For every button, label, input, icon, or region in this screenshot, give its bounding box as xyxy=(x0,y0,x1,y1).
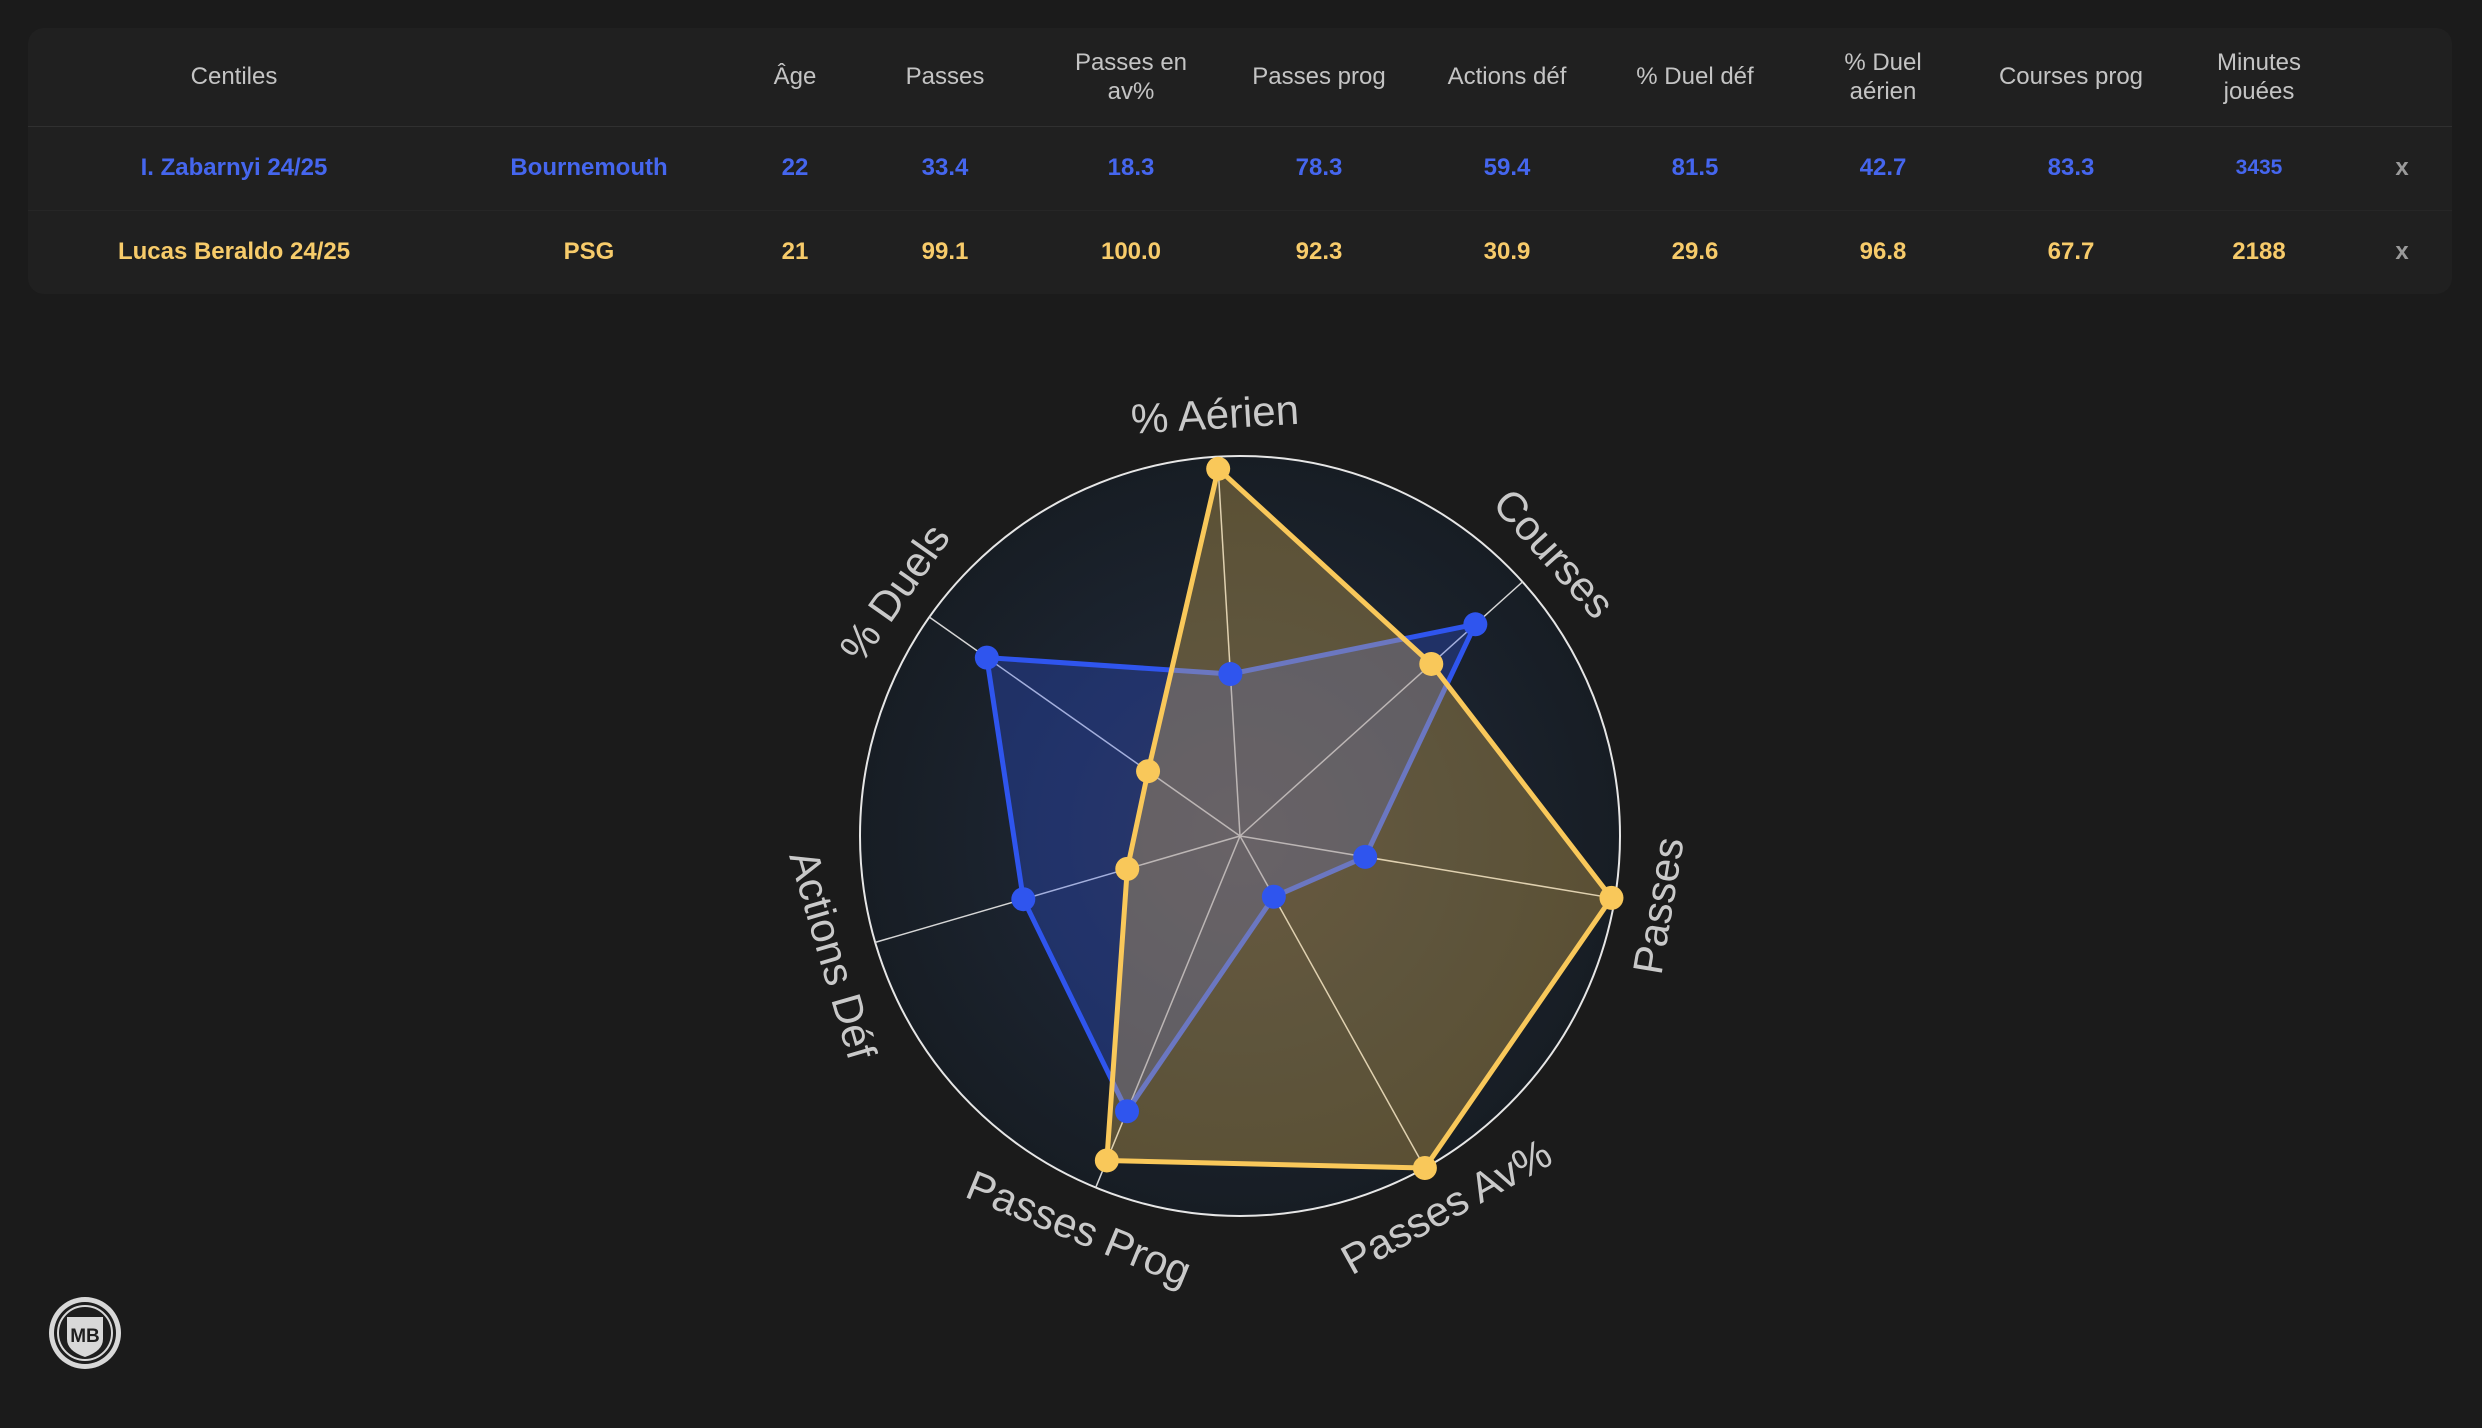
radar-point[interactable] xyxy=(1412,1155,1437,1180)
radar-series-yellow xyxy=(1104,466,1614,1171)
passes-av-value: 18.3 xyxy=(1038,126,1224,211)
header-passes: Passes xyxy=(852,28,1038,127)
passes-value: 33.4 xyxy=(852,126,1038,211)
passes-prog-value: 92.3 xyxy=(1295,238,1343,266)
table-row: Lucas Beraldo 24/25 PSG 21 99.1 100.0 92… xyxy=(28,210,2452,294)
mb-shield-logo-icon: MB xyxy=(49,1297,121,1369)
header-actions-def: Actions déf xyxy=(1414,28,1600,127)
player-name: I. Zabarnyi 24/25 xyxy=(28,126,440,211)
radar-point[interactable] xyxy=(1094,1148,1119,1173)
radar-spoke xyxy=(1239,835,1615,900)
radar-point[interactable] xyxy=(974,645,999,670)
radar-point[interactable] xyxy=(1599,885,1624,910)
passes-value: 99.1 xyxy=(921,238,969,266)
header-actions xyxy=(2352,28,2452,127)
header-minutes: Minutes jouées xyxy=(2166,28,2352,127)
duel-def-value: 29.6 xyxy=(1671,238,1719,266)
player-name: Lucas Beraldo 24/25 xyxy=(117,238,351,266)
actions-def-value: 30.9 xyxy=(1483,238,1531,266)
passes-prog-value: 78.3 xyxy=(1224,126,1414,211)
player-age: 22 xyxy=(738,126,852,211)
remove-player-button[interactable]: x xyxy=(2395,238,2409,266)
courses-prog-value: 83.3 xyxy=(1976,126,2166,211)
player-club: PSG xyxy=(563,238,615,266)
header-centiles: Centiles xyxy=(28,28,440,127)
radar-point[interactable] xyxy=(1261,884,1286,909)
remove-player-button[interactable]: x xyxy=(2352,126,2452,211)
table-header-row: Centiles Âge Passes Passes en av% Passes … xyxy=(28,28,2452,127)
radar-spoke xyxy=(874,835,1241,944)
courses-prog-value: 67.7 xyxy=(2047,238,2095,266)
radar-point[interactable] xyxy=(1115,856,1140,881)
radar-point[interactable] xyxy=(1419,651,1444,676)
player-age: 21 xyxy=(781,238,809,266)
axis-label: Passes xyxy=(1624,834,1693,978)
table-row: I. Zabarnyi 24/25 Bournemouth 22 33.4 18… xyxy=(28,126,2452,211)
radar-spoke xyxy=(1095,835,1241,1188)
radar-spoke xyxy=(1216,456,1241,837)
passes-av-value: 100.0 xyxy=(1100,238,1162,266)
radar-point[interactable] xyxy=(1353,844,1378,869)
header-age: Âge xyxy=(738,28,852,127)
radar-point[interactable] xyxy=(1463,612,1488,637)
duel-def-value: 81.5 xyxy=(1600,126,1790,211)
logo-text: MB xyxy=(70,1326,100,1347)
header-passes-av: Passes en av% xyxy=(1038,28,1224,127)
header-passes-prog: Passes prog xyxy=(1224,28,1414,127)
radar-point[interactable] xyxy=(1115,1099,1140,1124)
header-club xyxy=(440,28,738,127)
radar-point[interactable] xyxy=(1136,759,1161,784)
axis-label: % Aérien xyxy=(1130,386,1301,443)
minutes-value: 2188 xyxy=(2232,238,2286,266)
comparison-table: Centiles Âge Passes Passes en av% Passes … xyxy=(28,28,2452,294)
minutes-value: 3435 xyxy=(2166,126,2352,211)
header-courses-prog: Courses prog xyxy=(1976,28,2166,127)
duel-aerien-value: 96.8 xyxy=(1859,238,1907,266)
radar-series-blue xyxy=(984,621,1478,1114)
radar-point[interactable] xyxy=(1011,887,1036,912)
player-club: Bournemouth xyxy=(440,126,738,211)
radar-point[interactable] xyxy=(1218,662,1243,687)
actions-def-value: 59.4 xyxy=(1414,126,1600,211)
radar-point[interactable] xyxy=(1206,456,1231,481)
header-duel-aerien: % Duel aérien xyxy=(1790,28,1976,127)
header-duel-def: % Duel déf xyxy=(1600,28,1790,127)
duel-aerien-value: 42.7 xyxy=(1790,126,1976,211)
